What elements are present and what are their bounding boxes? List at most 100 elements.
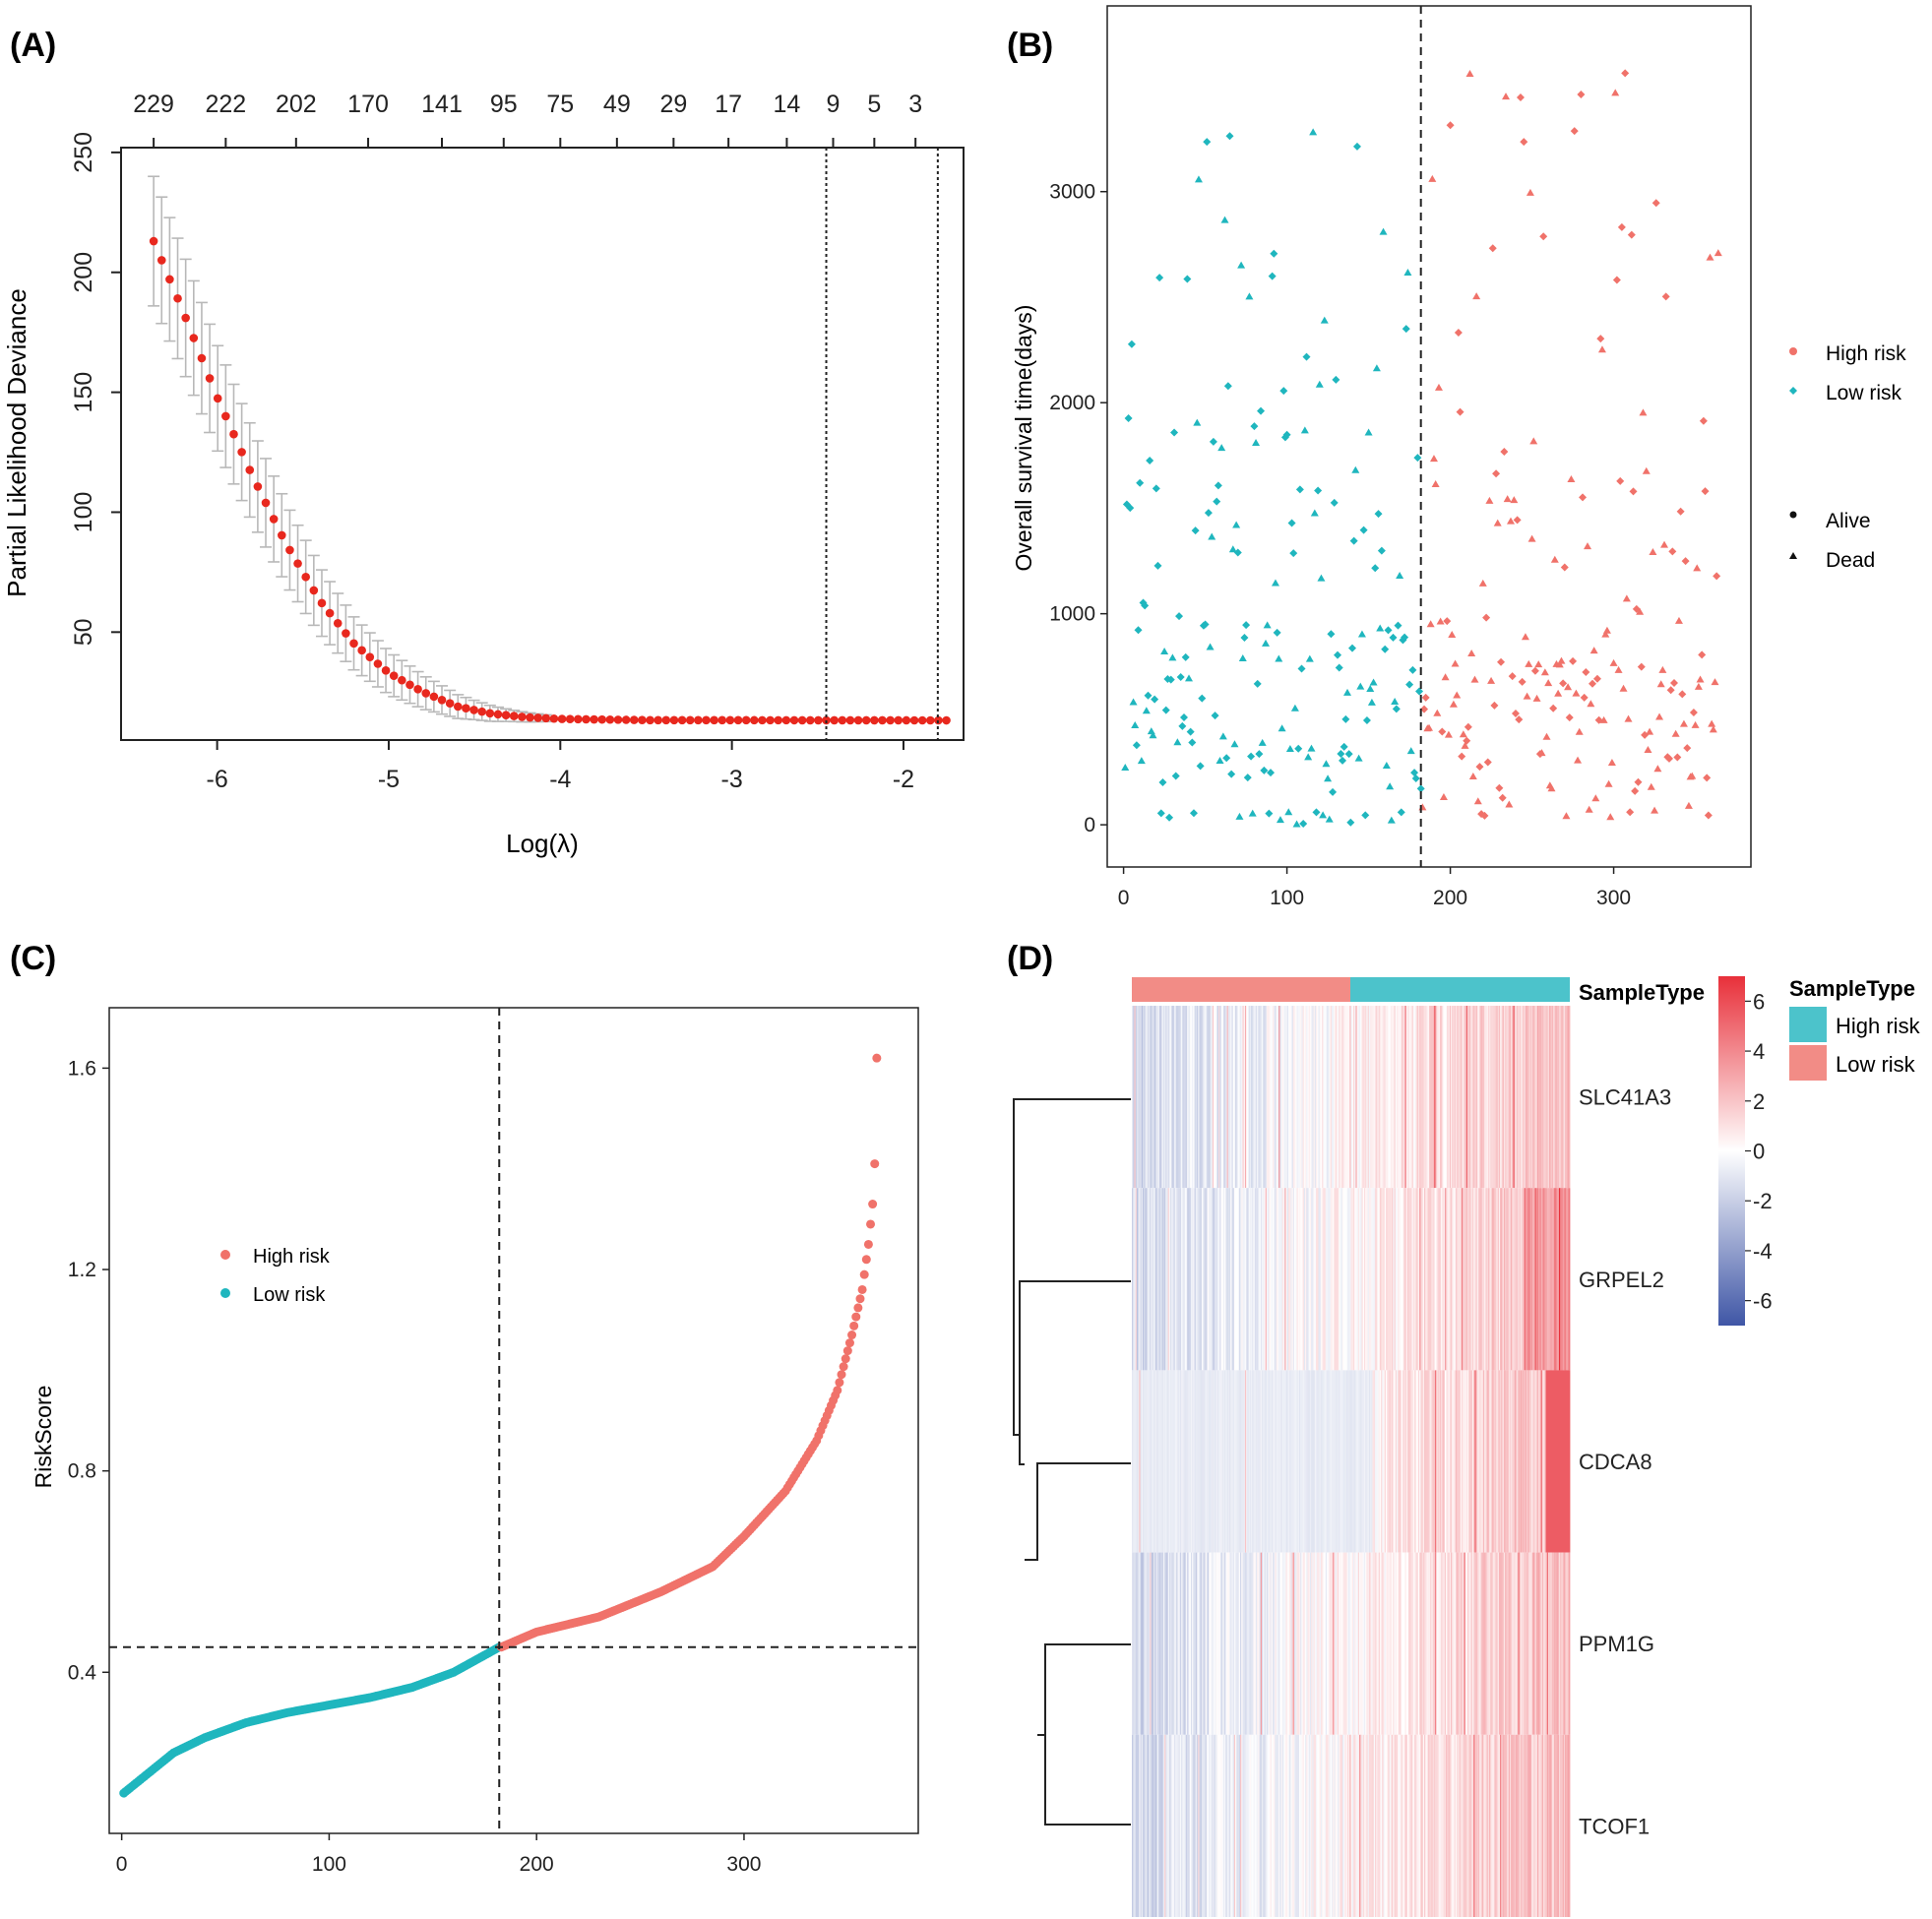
d-heatmap-cell bbox=[1312, 1370, 1314, 1553]
d-heatmap-cell bbox=[1405, 1370, 1408, 1553]
a-deviance-point bbox=[741, 715, 751, 725]
d-heatmap-cell bbox=[1416, 1370, 1419, 1553]
d-heatmap-cell bbox=[1454, 1188, 1457, 1371]
d-heatmap-cell bbox=[1528, 1370, 1531, 1553]
d-heatmap-cell bbox=[1346, 1370, 1349, 1553]
d-heatmap-cell bbox=[1370, 1188, 1372, 1371]
d-heatmap-cell bbox=[1366, 1188, 1369, 1371]
d-heatmap-cell bbox=[1377, 1188, 1380, 1371]
d-heatmap-cell bbox=[1508, 1734, 1511, 1917]
d-heatmap-cell bbox=[1370, 1006, 1372, 1189]
d-heatmap-cell bbox=[1339, 1006, 1340, 1189]
d-heatmap-cell bbox=[1513, 1552, 1516, 1735]
d-heatmap-cell bbox=[1395, 1552, 1398, 1735]
b-point-alive bbox=[1327, 630, 1336, 639]
b-point-alive bbox=[1225, 132, 1234, 141]
b-point-dead bbox=[1439, 792, 1448, 800]
d-heatmap-cell bbox=[1428, 1188, 1431, 1371]
c-plot-frame bbox=[108, 1007, 919, 1834]
d-heatmap-cell bbox=[1389, 1552, 1392, 1735]
d-heatmap-cell bbox=[1181, 1188, 1183, 1371]
d-heatmap-cell bbox=[1467, 1188, 1469, 1371]
d-heatmap-cell bbox=[1241, 1552, 1243, 1735]
d-heatmap-cell bbox=[1430, 1552, 1432, 1735]
b-point-alive bbox=[1257, 406, 1266, 415]
d-heatmap-cell bbox=[1274, 1552, 1276, 1735]
b-point-alive bbox=[1577, 91, 1586, 99]
d-heatmap-cell bbox=[1183, 1370, 1186, 1553]
d-heatmap-cell bbox=[1406, 1006, 1409, 1189]
d-heatmap-cell bbox=[1157, 1370, 1160, 1553]
a-top-label: 229 bbox=[133, 91, 174, 118]
b-point-dead bbox=[1523, 692, 1531, 700]
b-point-dead bbox=[1485, 496, 1494, 504]
b-point-dead bbox=[1521, 633, 1529, 641]
d-heatmap-cell bbox=[1197, 1006, 1199, 1189]
d-heatmap-cell bbox=[1306, 1734, 1308, 1917]
a-deviance-point bbox=[469, 706, 478, 714]
b-point-alive bbox=[1178, 721, 1187, 730]
b-point-alive bbox=[1570, 127, 1579, 136]
d-heatmap-cell bbox=[1356, 1734, 1359, 1917]
d-heatmap-cell bbox=[1297, 1370, 1300, 1553]
b-point-dead bbox=[1505, 800, 1514, 808]
d-heatmap-cell bbox=[1470, 1006, 1473, 1189]
b-point-dead bbox=[1309, 128, 1318, 136]
d-heatmap-cell bbox=[1479, 1552, 1481, 1735]
d-heatmap-cell bbox=[1193, 1734, 1195, 1917]
b-point-dead bbox=[1285, 744, 1294, 752]
d-heatmap-cell bbox=[1413, 1188, 1415, 1371]
d-row-label: PPM1G bbox=[1579, 1632, 1654, 1656]
b-point-dead bbox=[1506, 517, 1515, 525]
d-heatmap-cell bbox=[1363, 1552, 1366, 1735]
d-heatmap-cell bbox=[1512, 1188, 1514, 1371]
d-heatmap-cell bbox=[1419, 1370, 1421, 1553]
d-heatmap-cell bbox=[1181, 1370, 1183, 1553]
a-deviance-point bbox=[493, 710, 503, 719]
d-heatmap-cell bbox=[1485, 1552, 1488, 1735]
a-deviance-point bbox=[758, 715, 767, 725]
d-heatmap-cell bbox=[1215, 1188, 1216, 1371]
d-heatmap-cell bbox=[1260, 1006, 1263, 1189]
d-heatmap-cell bbox=[1485, 1370, 1488, 1553]
d-heatmap-cell bbox=[1143, 1552, 1145, 1735]
d-heatmap-cell bbox=[1175, 1552, 1177, 1735]
b-point-alive bbox=[1352, 142, 1361, 151]
d-heatmap-cell bbox=[1352, 1006, 1355, 1189]
d-heatmap-cell bbox=[1546, 1006, 1549, 1189]
d-heatmap-cell bbox=[1447, 1370, 1449, 1553]
d-heatmap-cell bbox=[1139, 1734, 1141, 1917]
b-point-dead bbox=[1238, 653, 1247, 661]
b-point-alive bbox=[1287, 519, 1296, 527]
d-heatmap-cell bbox=[1225, 1370, 1227, 1553]
d-heatmap-cell bbox=[1340, 1552, 1342, 1735]
d-heatmap-cell bbox=[1296, 1370, 1299, 1553]
d-heatmap-cell bbox=[1501, 1006, 1503, 1189]
d-heatmap-cell bbox=[1144, 1552, 1146, 1735]
d-heatmap-cell bbox=[1541, 1734, 1544, 1917]
d-heatmap-cell bbox=[1329, 1006, 1332, 1189]
d-heatmap-cell bbox=[1351, 1734, 1354, 1917]
d-heatmap-cell bbox=[1529, 1006, 1532, 1189]
d-heatmap-cell bbox=[1486, 1552, 1489, 1735]
d-heatmap-cell bbox=[1359, 1370, 1361, 1553]
d-heatmap-cell bbox=[1427, 1006, 1430, 1189]
d-heatmap-cell bbox=[1194, 1006, 1197, 1189]
a-deviance-point bbox=[605, 714, 615, 724]
d-heatmap-cell bbox=[1187, 1188, 1189, 1371]
a-deviance-point bbox=[197, 353, 207, 363]
d-heatmap-cell bbox=[1140, 1006, 1143, 1189]
d-heatmap-cell bbox=[1139, 1188, 1141, 1371]
d-heatmap-cell bbox=[1340, 1370, 1342, 1553]
d-heatmap-cell bbox=[1368, 1006, 1371, 1189]
d-heatmap-cell bbox=[1523, 1734, 1525, 1917]
d-heatmap-cell bbox=[1426, 1188, 1429, 1371]
d-heatmap-cell bbox=[1568, 1370, 1571, 1553]
d-heatmap-cell bbox=[1330, 1370, 1333, 1553]
d-heatmap-cell bbox=[1501, 1734, 1503, 1917]
c-riskscore-points bbox=[119, 1053, 882, 1798]
d-heatmap-cell bbox=[1308, 1734, 1311, 1917]
d-heatmap-cell bbox=[1414, 1006, 1416, 1189]
d-heatmap-cell bbox=[1268, 1006, 1270, 1189]
